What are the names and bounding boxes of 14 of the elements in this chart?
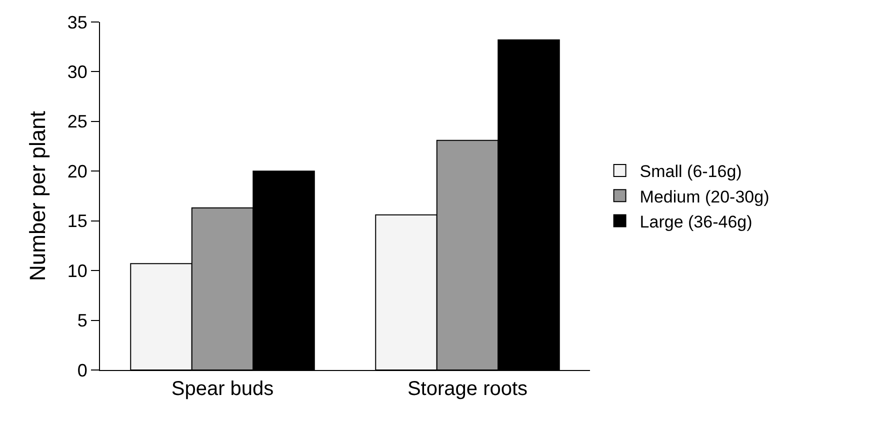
y-tick-label: 0 [77,360,88,380]
y-tick-label: 30 [67,62,88,82]
y-tick-label: 5 [77,310,88,331]
x-tick-label: Storage roots [407,378,528,400]
y-tick-label: 10 [67,260,88,281]
y-tick-label: 25 [67,112,88,132]
legend-label: Large (36-46g) [640,212,752,232]
y-axis-title: Number per plant [25,111,50,281]
y-tick-label: 20 [67,161,88,182]
legend-label: Medium (20-30g) [640,187,770,206]
y-tick-label: 15 [67,211,88,232]
x-tick-label: Spear buds [171,378,274,400]
y-tick-label: 35 [67,12,88,32]
legend-label: Small (6-16g) [640,162,742,182]
